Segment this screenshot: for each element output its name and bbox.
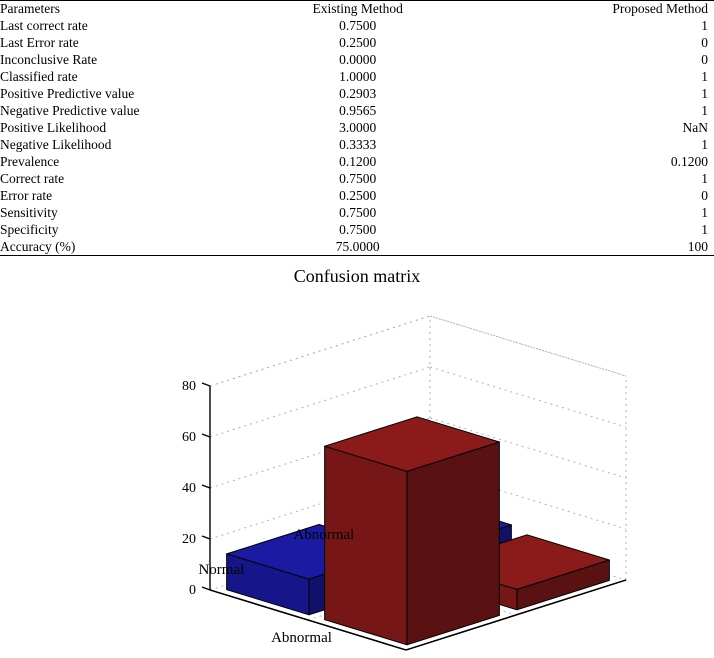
table-cell: 0.7500 xyxy=(231,222,489,239)
table-cell: 0 xyxy=(489,188,714,205)
table-cell: 1.0000 xyxy=(231,69,489,86)
table-row: Classified rate1.00001 xyxy=(0,69,714,86)
table-cell: 0.2903 xyxy=(231,86,489,103)
confusion-matrix-chart: 020406080AbnormalNormalAbnormalNormalCon… xyxy=(0,260,714,658)
table-row: Negative Likelihood0.33331 xyxy=(0,137,714,154)
table-cell: Inconclusive Rate xyxy=(0,52,231,69)
table-cell: Accuracy (%) xyxy=(0,239,231,256)
table-row: Prevalence0.12000.1200 xyxy=(0,154,714,171)
table-cell: Prevalence xyxy=(0,154,231,171)
chart-title: Confusion matrix xyxy=(294,266,421,286)
table-cell: Specificity xyxy=(0,222,231,239)
col-proposed: Proposed Method xyxy=(489,1,714,18)
table-cell: 100 xyxy=(489,239,714,256)
table-cell: 0.7500 xyxy=(231,18,489,35)
table-cell: 1 xyxy=(489,205,714,222)
table-cell: 0.2500 xyxy=(231,188,489,205)
table-cell: 0.1200 xyxy=(231,154,489,171)
table-cell: Sensitivity xyxy=(0,205,231,222)
table-cell: 75.0000 xyxy=(231,239,489,256)
svg-text:40: 40 xyxy=(182,481,196,496)
table-cell: Classified rate xyxy=(0,69,231,86)
table-cell: Last Error rate xyxy=(0,35,231,52)
table-row: Sensitivity0.75001 xyxy=(0,205,714,222)
svg-text:Abnormal: Abnormal xyxy=(271,630,332,646)
svg-text:20: 20 xyxy=(182,532,196,547)
table-cell: 0 xyxy=(489,52,714,69)
table-cell: 0.7500 xyxy=(231,205,489,222)
table-row: Inconclusive Rate0.00000 xyxy=(0,52,714,69)
table-row: Negative Predictive value0.95651 xyxy=(0,103,714,120)
table-cell: Negative Likelihood xyxy=(0,137,231,154)
svg-text:0: 0 xyxy=(189,583,196,598)
table-body: Last correct rate0.75001Last Error rate0… xyxy=(0,18,714,256)
comparison-table: Parameters Existing Method Proposed Meth… xyxy=(0,0,714,256)
table-row: Last correct rate0.75001 xyxy=(0,18,714,35)
table-cell: Positive Likelihood xyxy=(0,120,231,137)
table-row: Correct rate0.75001 xyxy=(0,171,714,188)
table-cell: 3.0000 xyxy=(231,120,489,137)
table-cell: 1 xyxy=(489,18,714,35)
table-row: Positive Predictive value0.29031 xyxy=(0,86,714,103)
table-cell: 1 xyxy=(489,171,714,188)
table-cell: 1 xyxy=(489,103,714,120)
table-cell: 0.2500 xyxy=(231,35,489,52)
table-cell: 1 xyxy=(489,222,714,239)
table-cell: 0.0000 xyxy=(231,52,489,69)
svg-text:Normal: Normal xyxy=(198,562,244,578)
table-row: Error rate0.25000 xyxy=(0,188,714,205)
table-cell: 1 xyxy=(489,137,714,154)
svg-text:60: 60 xyxy=(182,430,196,445)
table-cell: Positive Predictive value xyxy=(0,86,231,103)
table-cell: 0.7500 xyxy=(231,171,489,188)
table-row: Specificity0.75001 xyxy=(0,222,714,239)
table-cell: Last correct rate xyxy=(0,18,231,35)
table-cell: NaN xyxy=(489,120,714,137)
table-row: Last Error rate0.25000 xyxy=(0,35,714,52)
col-existing: Existing Method xyxy=(231,1,489,18)
svg-text:80: 80 xyxy=(182,379,196,394)
table-row: Accuracy (%)75.0000100 xyxy=(0,239,714,256)
table-cell: 0 xyxy=(489,35,714,52)
table-cell: 1 xyxy=(489,69,714,86)
svg-text:Abnormal: Abnormal xyxy=(293,527,354,543)
table-cell: 1 xyxy=(489,86,714,103)
table-cell: 0.3333 xyxy=(231,137,489,154)
table-cell: 0.1200 xyxy=(489,154,714,171)
col-parameters: Parameters xyxy=(0,1,231,18)
table-row: Positive Likelihood3.0000NaN xyxy=(0,120,714,137)
table-cell: Error rate xyxy=(0,188,231,205)
table-cell: 0.9565 xyxy=(231,103,489,120)
table-cell: Correct rate xyxy=(0,171,231,188)
table-cell: Negative Predictive value xyxy=(0,103,231,120)
